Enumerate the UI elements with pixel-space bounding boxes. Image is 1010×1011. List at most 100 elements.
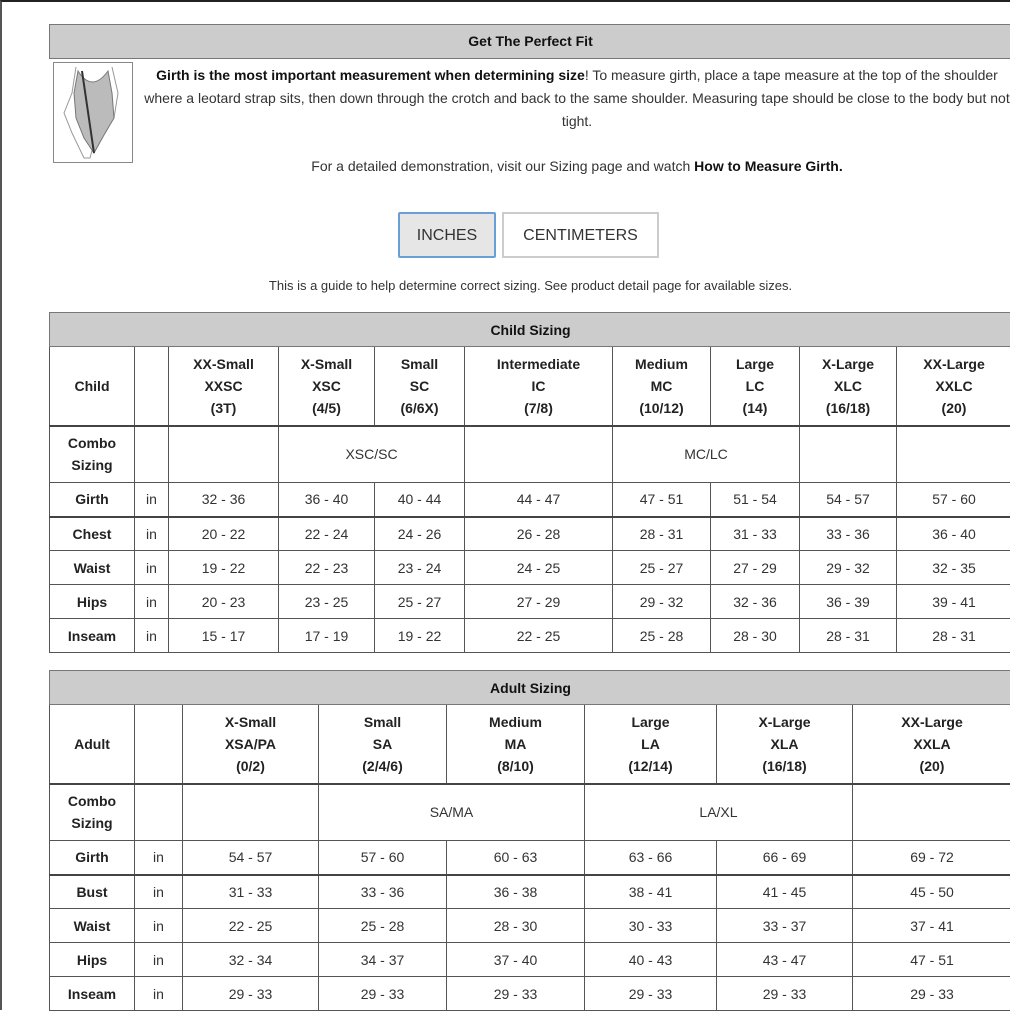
measurement-label: Hips — [50, 943, 135, 977]
measurement-value: 22 - 25 — [465, 619, 613, 653]
sizing-guide-note: This is a guide to help determine correc… — [49, 278, 1010, 293]
combo-cell: LA/XL — [585, 784, 853, 841]
combo-unit-cell — [135, 426, 169, 483]
measurement-value: 28 - 31 — [800, 619, 897, 653]
girth-lead: Girth is the most important measurement … — [156, 67, 585, 83]
measurement-value: 22 - 24 — [279, 517, 375, 551]
measurement-value: 36 - 39 — [800, 585, 897, 619]
unit-header-cell — [135, 347, 169, 426]
size-header-line: (7/8) — [465, 397, 612, 419]
measurement-value: 28 - 31 — [613, 517, 711, 551]
size-header-line: (10/12) — [613, 397, 710, 419]
measurement-value: 30 - 33 — [585, 909, 717, 943]
size-header-line: X-Small — [183, 711, 318, 733]
measurement-value: 19 - 22 — [375, 619, 465, 653]
demo-text: For a detailed demonstration, visit our … — [142, 155, 1010, 178]
measurement-value: 66 - 69 — [717, 841, 853, 875]
measurement-label: Girth — [50, 483, 135, 517]
measurement-label: Waist — [50, 909, 135, 943]
measurement-value: 24 - 26 — [375, 517, 465, 551]
size-header-line: IC — [465, 375, 612, 397]
combo-cell — [897, 426, 1010, 483]
combo-cell — [183, 784, 319, 841]
size-header-line: SA — [319, 733, 446, 755]
measurement-value: 19 - 22 — [169, 551, 279, 585]
size-header-line: (8/10) — [447, 755, 584, 777]
size-header-line: (0/2) — [183, 755, 318, 777]
measurement-value: 57 - 60 — [897, 483, 1010, 517]
measurement-value: 37 - 40 — [447, 943, 585, 977]
measurement-value: 29 - 33 — [717, 977, 853, 1011]
combo-sizing-label: Combo Sizing — [50, 426, 135, 483]
measurement-value: 25 - 28 — [319, 909, 447, 943]
size-header-line: LA — [585, 733, 716, 755]
measurement-label: Waist — [50, 551, 135, 585]
size-header-line: Small — [319, 711, 446, 733]
unit-cell: in — [135, 841, 183, 875]
measurement-value: 47 - 51 — [853, 943, 1010, 977]
measurement-label: Hips — [50, 585, 135, 619]
adult-corner-label: Adult — [50, 705, 135, 784]
measurement-value: 31 - 33 — [711, 517, 800, 551]
measurement-value: 20 - 22 — [169, 517, 279, 551]
measurement-value: 36 - 38 — [447, 875, 585, 909]
combo-cell: SA/MA — [319, 784, 585, 841]
measurement-value: 43 - 47 — [717, 943, 853, 977]
unit-header-cell — [135, 705, 183, 784]
combo-sizing-label: Combo Sizing — [50, 784, 135, 841]
measurement-value: 63 - 66 — [585, 841, 717, 875]
child-sizing-title: Child Sizing — [50, 313, 1010, 347]
child-corner-label: Child — [50, 347, 135, 426]
measurement-label: Inseam — [50, 977, 135, 1011]
measurement-value: 25 - 28 — [613, 619, 711, 653]
size-header-line: (4/5) — [279, 397, 374, 419]
how-to-measure-girth-link[interactable]: How to Measure Girth. — [694, 158, 843, 174]
measurement-value: 24 - 25 — [465, 551, 613, 585]
measurement-value: 41 - 45 — [717, 875, 853, 909]
measurement-value: 40 - 44 — [375, 483, 465, 517]
unit-cell: in — [135, 483, 169, 517]
measurement-value: 54 - 57 — [800, 483, 897, 517]
unit-cell: in — [135, 977, 183, 1011]
measurement-value: 32 - 36 — [711, 585, 800, 619]
inches-button[interactable]: INCHES — [398, 212, 496, 258]
combo-cell: XSC/SC — [279, 426, 465, 483]
combo-cell — [465, 426, 613, 483]
size-header-line: XSC — [279, 375, 374, 397]
fit-section-title: Get The Perfect Fit — [49, 24, 1010, 59]
measurement-label: Inseam — [50, 619, 135, 653]
size-header-line: (16/18) — [717, 755, 852, 777]
size-header-line: (2/4/6) — [319, 755, 446, 777]
measurement-value: 39 - 41 — [897, 585, 1010, 619]
size-header-line: Intermediate — [465, 353, 612, 375]
centimeters-button[interactable]: CENTIMETERS — [502, 212, 659, 258]
measurement-label: Chest — [50, 517, 135, 551]
measurement-value: 28 - 30 — [711, 619, 800, 653]
size-header-line: (20) — [853, 755, 1010, 777]
measurement-value: 40 - 43 — [585, 943, 717, 977]
unit-cell: in — [135, 875, 183, 909]
leotard-girth-illustration — [53, 62, 133, 163]
demo-prefix: For a detailed demonstration, visit our … — [311, 158, 694, 174]
size-header-line: XXLA — [853, 733, 1010, 755]
measurement-value: 69 - 72 — [853, 841, 1010, 875]
measurement-value: 33 - 36 — [319, 875, 447, 909]
